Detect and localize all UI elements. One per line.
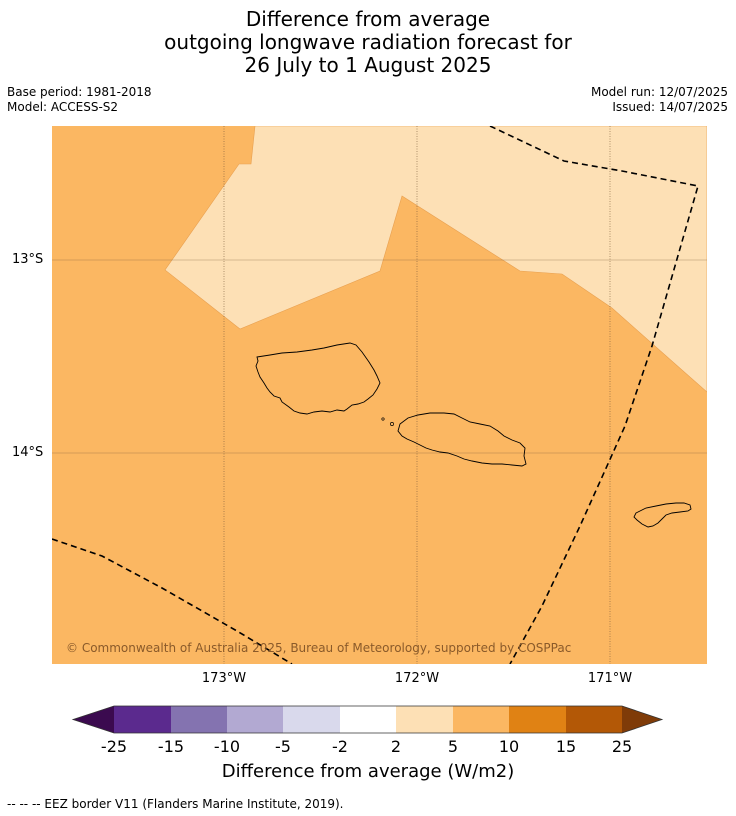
lat-label-14s: 14°S <box>12 445 44 460</box>
lon-label-172w: 172°W <box>394 671 440 686</box>
eez-footnote: -- -- -- EEZ border V11 (Flanders Marine… <box>7 797 344 811</box>
model-name: Model: ACCESS-S2 <box>7 100 119 114</box>
colorbar <box>71 705 664 734</box>
lon-label-173w: 173°W <box>201 671 247 686</box>
colorbar-tick: -5 <box>275 737 291 756</box>
colorbar-segment <box>283 706 340 733</box>
upolu-island <box>397 412 527 467</box>
manono-islet <box>390 422 394 426</box>
title-line-2: outgoing longwave radiation forecast for <box>164 30 572 54</box>
colorbar-tick: -15 <box>157 737 185 756</box>
gridlines <box>52 126 707 664</box>
apolima-islet <box>381 417 385 421</box>
colorbar-segment <box>340 706 396 733</box>
copyright-notice: © Commonwealth of Australia 2025, Bureau… <box>66 641 572 655</box>
colorbar-tick: 5 <box>447 737 459 756</box>
eez-borders <box>52 126 700 664</box>
map-panel <box>52 126 707 664</box>
colorbar-tick: 15 <box>555 737 577 756</box>
colorbar-tick: -25 <box>100 737 128 756</box>
eez-border-southwest <box>52 538 293 664</box>
colorbar-segment <box>227 706 283 733</box>
colorbar-segment <box>566 706 622 733</box>
eez-border-east <box>489 126 700 664</box>
colorbar-extend-high <box>622 706 662 733</box>
colorbar-tick: 25 <box>611 737 633 756</box>
base-period: Base period: 1981-2018 <box>7 85 152 99</box>
tutuila-island <box>633 502 692 528</box>
colorbar-label: Difference from average (W/m2) <box>221 761 515 782</box>
lat-label-13s: 13°S <box>12 252 44 267</box>
colorbar-outline <box>71 705 664 734</box>
colorbar-tick: 2 <box>390 737 402 756</box>
lon-label-171w: 171°W <box>587 671 633 686</box>
issued-date: Issued: 14/07/2025 <box>612 100 728 114</box>
colorbar-tick: -10 <box>213 737 241 756</box>
title-line-3: 26 July to 1 August 2025 <box>244 53 492 77</box>
title-line-1: Difference from average <box>245 7 491 31</box>
meta-right: Model run: 12/07/2025 Issued: 14/07/2025 <box>591 85 728 115</box>
map-title: Difference from average outgoing longwav… <box>0 8 736 77</box>
anomaly-band-2-5 <box>164 126 707 393</box>
meta-left: Base period: 1981-2018 Model: ACCESS-S2 <box>7 85 152 115</box>
model-run: Model run: 12/07/2025 <box>590 85 728 99</box>
colorbar-tick: 10 <box>498 737 520 756</box>
colorbar-segment <box>114 706 171 733</box>
colorbar-tick: -2 <box>332 737 348 756</box>
colorbar-segment <box>171 706 227 733</box>
colorbar-extend-low <box>73 706 114 733</box>
colorbar-segment <box>453 706 509 733</box>
colorbar-segment <box>509 706 566 733</box>
savaii-island <box>255 342 381 415</box>
colorbar-segment <box>396 706 453 733</box>
